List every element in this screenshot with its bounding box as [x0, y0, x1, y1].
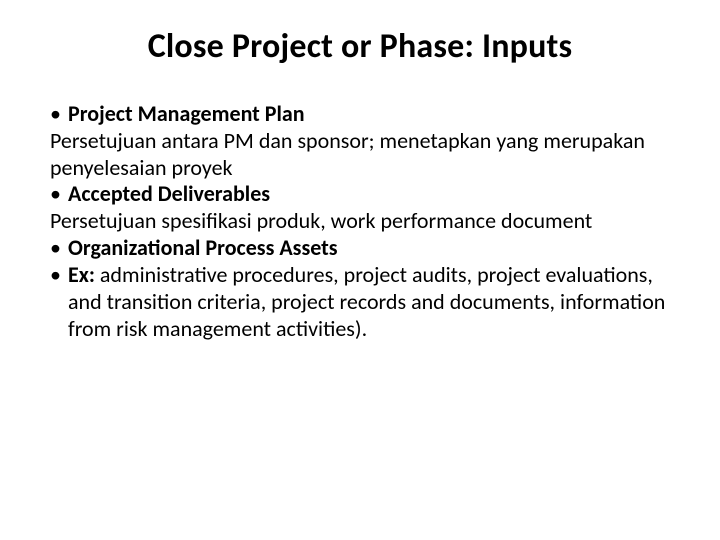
- bullet-mixed: Ex: administrative procedures, project a…: [68, 262, 670, 342]
- bullet-label: Accepted Deliverables: [68, 181, 670, 208]
- bullet-icon: •: [50, 101, 68, 128]
- bullet-icon: •: [50, 262, 68, 342]
- bullet-item: • Organizational Process Assets: [50, 235, 670, 262]
- bullet-description: Persetujuan spesifikasi produk, work per…: [50, 208, 670, 235]
- bullet-label: Project Management Plan: [68, 101, 670, 128]
- slide-content: • Project Management Plan Persetujuan an…: [50, 101, 670, 342]
- bullet-description: Persetujuan antara PM dan sponsor; menet…: [50, 128, 670, 182]
- bullet-icon: •: [50, 181, 68, 208]
- bullet-item: • Ex: administrative procedures, project…: [50, 262, 670, 342]
- slide: Close Project or Phase: Inputs • Project…: [0, 0, 720, 540]
- bullet-rest: administrative procedures, project audit…: [68, 261, 665, 342]
- bullet-item: • Project Management Plan: [50, 101, 670, 128]
- bullet-label: Organizational Process Assets: [68, 235, 670, 262]
- bullet-item: • Accepted Deliverables: [50, 181, 670, 208]
- slide-title: Close Project or Phase: Inputs: [50, 26, 670, 67]
- bullet-prefix: Ex:: [68, 261, 95, 288]
- bullet-icon: •: [50, 235, 68, 262]
